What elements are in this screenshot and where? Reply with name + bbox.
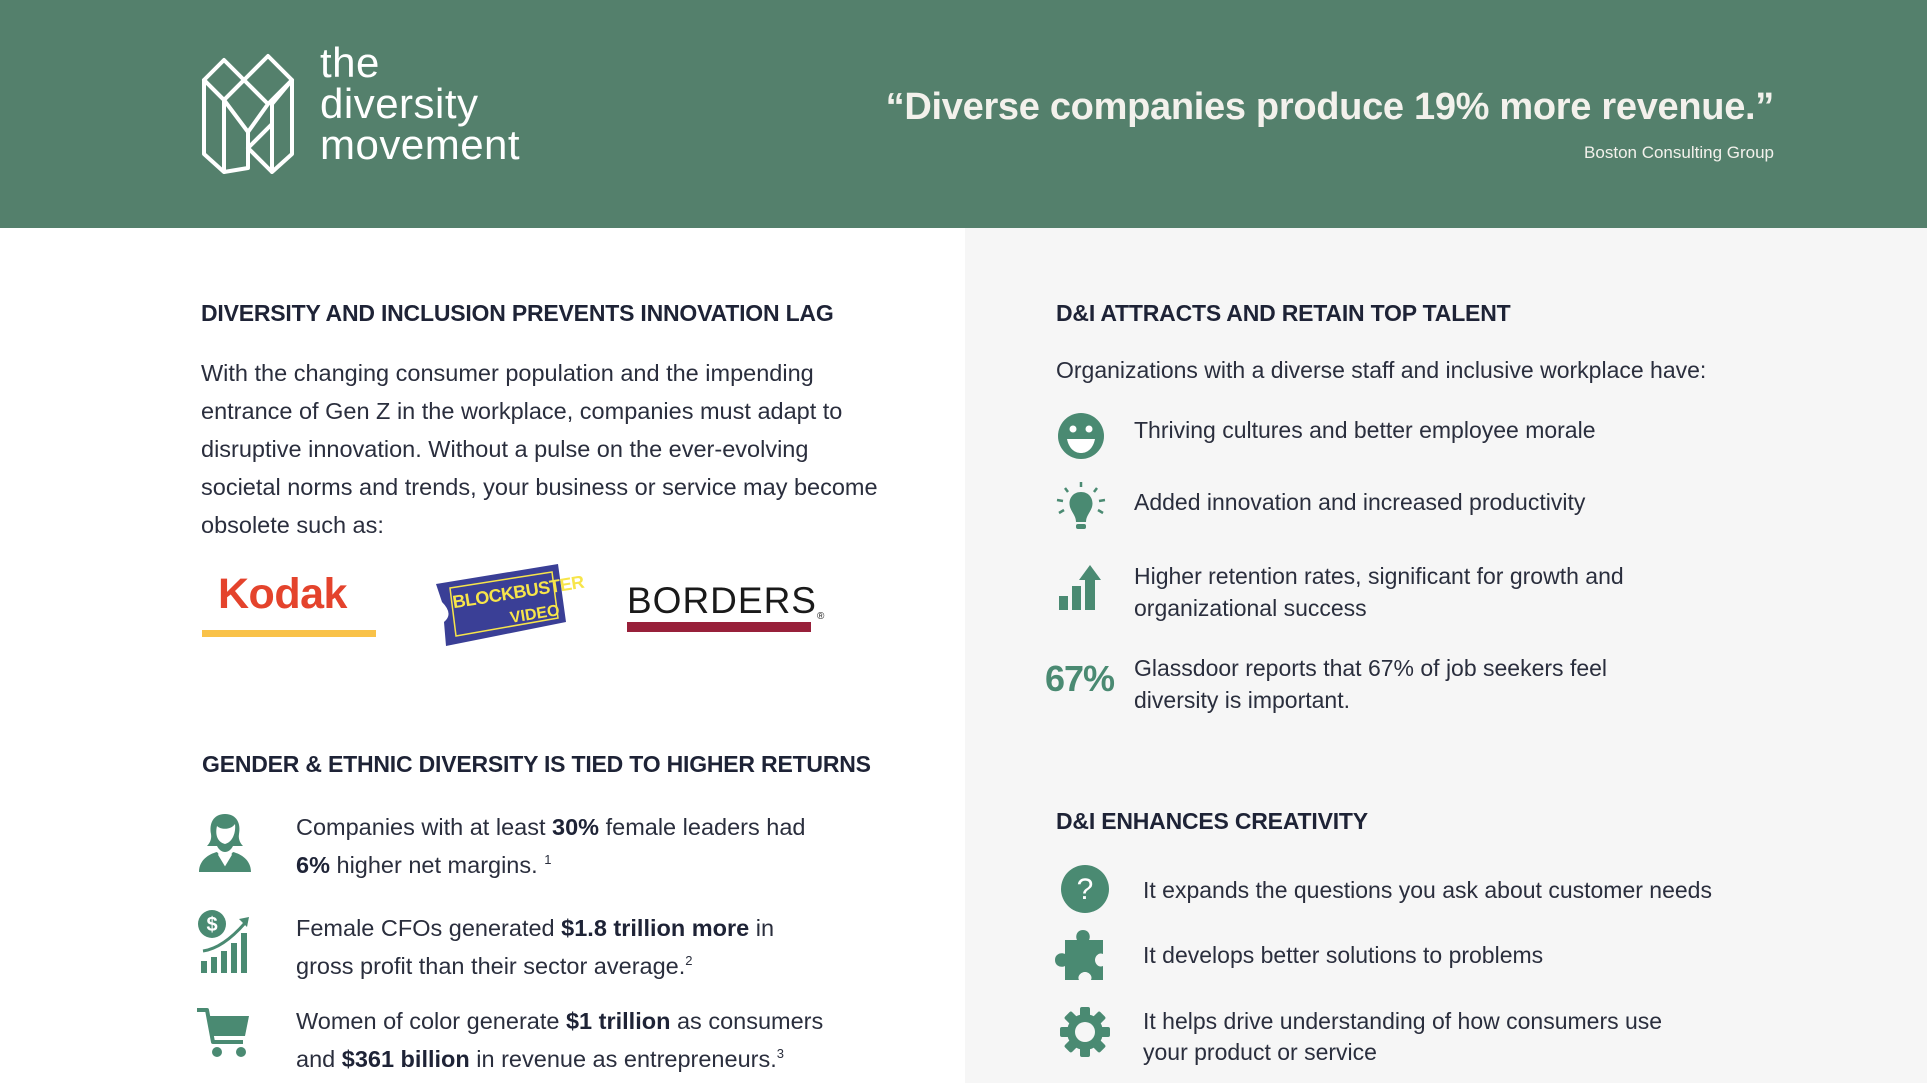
creativity-item-text: It expands the questions you ask about c… xyxy=(1143,877,1712,903)
left-column xyxy=(0,228,965,1083)
percentage-stat: 67% xyxy=(1045,658,1115,699)
returns-heading: GENDER & ETHNIC DIVERSITY IS TIED TO HIG… xyxy=(202,751,871,777)
stat-highlight: $361 billion xyxy=(341,1046,470,1072)
borders-underline xyxy=(627,622,811,632)
footnote-marker: 2 xyxy=(685,953,693,969)
footnote-marker: 3 xyxy=(776,1046,784,1062)
blockbuster-ticket-icon xyxy=(436,564,566,646)
paragraph-line: disruptive innovation. Without a pulse o… xyxy=(201,436,809,462)
creativity-item-text: It helps drive understanding of how cons… xyxy=(1143,1008,1663,1065)
innovation-paragraph: With the changing consumer population an… xyxy=(201,354,941,544)
blockbuster-logo: BLOCKBUSTER VIDEO xyxy=(432,562,585,652)
svg-text:$: $ xyxy=(206,914,217,936)
borders-wordmark: BORDERS® xyxy=(627,580,825,622)
paragraph-line: With the changing consumer population an… xyxy=(201,360,814,386)
logo-line-the: the xyxy=(320,39,380,86)
money-growth-chart-icon: $ xyxy=(198,910,249,973)
paragraph-line: entrance of Gen Z in the workplace, comp… xyxy=(201,398,843,424)
paragraph-line: obsolete such as: xyxy=(201,512,384,538)
logo-line-diversity: diversity xyxy=(320,80,479,127)
quote-text: “Diverse companies produce 19% more reve… xyxy=(885,86,1775,128)
paragraph-line: societal norms and trends, your business… xyxy=(201,474,878,500)
talent-item-text: Thriving cultures and better employee mo… xyxy=(1134,417,1596,443)
smiley-face-icon xyxy=(1058,413,1104,459)
borders-logo: BORDERS® xyxy=(625,560,825,640)
shopping-cart-icon xyxy=(197,1008,249,1057)
lightbulb-icon xyxy=(1056,482,1106,529)
stat-highlight: 6% xyxy=(296,852,330,878)
obsolete-brand-logos: Kodak BLOCKBUSTER VIDEO BORDERS® xyxy=(200,560,840,660)
creativity-heading: D&I ENHANCES CREATIVITY xyxy=(1056,808,1368,834)
talent-item-text: Glassdoor reports that 67% of job seeker… xyxy=(1134,655,1608,713)
logo-wordmark: the diversity movement xyxy=(320,39,521,168)
kodak-logo: Kodak xyxy=(200,560,378,640)
talent-item-text: Added innovation and increased productiv… xyxy=(1134,489,1586,515)
returns-item-text: Companies with at least 30% female leade… xyxy=(296,814,806,878)
returns-item-text: Female CFOs generated $1.8 trillion more… xyxy=(296,915,775,979)
header-banner: the diversity movement “Diverse companie… xyxy=(0,0,1927,228)
logo-line-movement: movement xyxy=(320,121,521,168)
diversity-movement-logo-icon xyxy=(202,54,294,174)
borders-name: BORDERS xyxy=(627,580,817,621)
stat-highlight: 30% xyxy=(552,814,600,840)
innovation-heading: DIVERSITY AND INCLUSION PREVENTS INNOVAT… xyxy=(201,300,834,326)
registered-mark: ® xyxy=(816,611,826,622)
businesswoman-icon xyxy=(199,814,251,872)
growth-bar-chart-icon xyxy=(1059,565,1101,610)
talent-intro: Organizations with a diverse staff and i… xyxy=(1056,357,1707,383)
svg-text:?: ? xyxy=(1077,873,1094,906)
quote-source: Boston Consulting Group xyxy=(1584,143,1774,162)
talent-heading: D&I ATTRACTS AND RETAIN TOP TALENT xyxy=(1056,300,1511,326)
gear-icon xyxy=(1060,1007,1110,1057)
footnote-marker: 1 xyxy=(544,852,552,868)
kodak-underline xyxy=(202,630,376,637)
right-column xyxy=(965,228,1927,1083)
stat-highlight: $1 trillion xyxy=(565,1008,671,1034)
header-quote: “Diverse companies produce 19% more reve… xyxy=(885,86,1775,163)
creativity-item-text: It develops better solutions to problems xyxy=(1143,942,1544,968)
kodak-wordmark: Kodak xyxy=(218,570,347,618)
returns-item-text: Women of color generate $1 trillion as c… xyxy=(296,1008,824,1072)
question-mark-icon: ? xyxy=(1061,865,1109,913)
puzzle-piece-icon xyxy=(1055,930,1103,980)
talent-item-text: Higher retention rates, significant for … xyxy=(1134,563,1624,621)
stat-highlight: $1.8 trillion more xyxy=(561,915,750,941)
